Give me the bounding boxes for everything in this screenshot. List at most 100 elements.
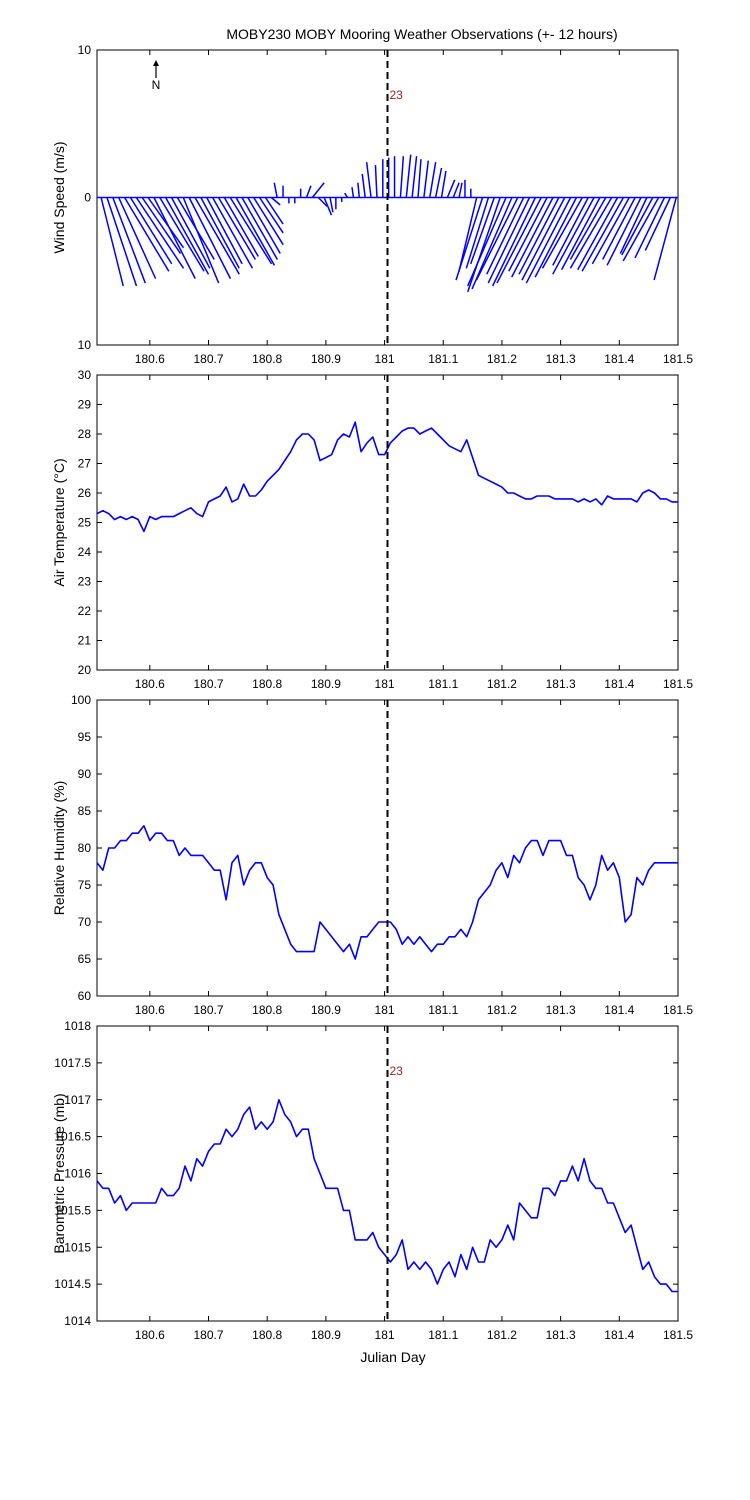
wind-vector: [123, 197, 170, 272]
wind-vector: [270, 196, 281, 206]
y-tick-label: 21: [78, 634, 92, 648]
wind-vector: [552, 197, 589, 266]
x-tick-label: 181.4: [604, 677, 634, 691]
wind-vector: [581, 197, 625, 272]
wind-vector: [622, 197, 660, 262]
x-tick-label: 181.2: [487, 677, 517, 691]
wind-vector: [591, 197, 630, 265]
y-tick-label: 75: [78, 878, 92, 892]
wind-vector: [471, 197, 513, 290]
wind-vector: [217, 197, 257, 260]
chart-panel-4: 180.6 180.7 180.8 180.9 181 181.1 181.2 181.3 18…: [51, 1019, 693, 1342]
wind-vector: [273, 182, 278, 198]
wind-vector: [619, 197, 648, 254]
wind-vector: [106, 197, 138, 287]
y-tick-label: 24: [78, 545, 92, 559]
y-tick-label: 60: [78, 989, 92, 1003]
wind-vector: [518, 197, 560, 275]
x-tick-label: 181.2: [487, 1328, 517, 1342]
wind-vector: [511, 197, 554, 278]
y-tick-label: 27: [78, 457, 92, 471]
wind-vector: [311, 182, 325, 198]
wind-vector: [159, 197, 205, 272]
chart-panel-3: 180.6 180.7 180.8 180.9 181 181.1 181.2 181.3 18…: [51, 693, 693, 1017]
x-tick-label: 180.9: [311, 1328, 341, 1342]
series-line: [96, 421, 678, 533]
wind-vector: [446, 179, 456, 198]
y-tick-label: 25: [78, 516, 92, 530]
x-tick-label: 180.6: [135, 677, 165, 691]
x-tick-label: 181.5: [663, 1003, 693, 1017]
wind-vector: [194, 197, 240, 275]
wind-vector: [411, 156, 418, 198]
wind-vector: [241, 197, 279, 260]
y-tick-label: 1015: [64, 1240, 91, 1254]
x-tick-label: 181.3: [546, 352, 576, 366]
wind-vector: [525, 197, 572, 284]
x-tick-label: 181.4: [604, 352, 634, 366]
x-tick-label: 181.1: [428, 1328, 458, 1342]
x-tick-label: 181.5: [663, 1328, 693, 1342]
y-tick-label: 22: [78, 604, 92, 618]
wind-vector: [644, 197, 672, 251]
y-tick-label: 1018: [64, 1019, 91, 1033]
wind-vector: [258, 197, 284, 234]
y-tick-label: 80: [78, 841, 92, 855]
y-tick-label: 1017.5: [54, 1056, 91, 1070]
x-tick-label: 180.9: [311, 1003, 341, 1017]
x-tick-label: 181.3: [546, 677, 576, 691]
wind-vector: [264, 197, 284, 225]
x-tick-label: 181.1: [428, 1003, 458, 1017]
x-tick-label: 181: [375, 352, 395, 366]
x-tick-label: 180.8: [252, 1328, 282, 1342]
wind-vector: [357, 182, 361, 198]
wind-vector: [211, 197, 254, 269]
x-tick-label: 180.8: [252, 352, 282, 366]
wind-vector: [491, 197, 537, 287]
y-axis-label: Air Temperature (°C): [51, 458, 67, 586]
chart-panel-1: 180.6 180.7 180.8 180.9 181 181.1 181.2 181.3 18…: [51, 43, 693, 366]
y-tick-label: 1014.5: [54, 1277, 91, 1291]
x-tick-label: 181.5: [663, 352, 693, 366]
wind-vector: [206, 197, 243, 265]
wind-vector: [455, 197, 484, 281]
x-tick-label: 180.7: [193, 1328, 223, 1342]
wind-vector: [467, 197, 501, 293]
wind-vector: [247, 197, 281, 254]
wind-vector: [465, 197, 490, 269]
wind-vector: [141, 197, 182, 254]
y-tick-label: 1017: [64, 1093, 91, 1107]
wind-vector: [112, 197, 146, 284]
wind-vector: [423, 160, 430, 198]
wind-vector: [470, 197, 496, 265]
wind-vector: [351, 187, 355, 198]
wind-vector: [118, 197, 157, 279]
x-tick-label: 180.9: [311, 677, 341, 691]
y-tick-label: 26: [78, 486, 92, 500]
y-tick-label: 29: [78, 398, 92, 412]
x-tick-label: 181.4: [604, 1003, 634, 1017]
y-tick-label: 28: [78, 427, 92, 441]
wind-vector: [560, 197, 601, 271]
wind-vector: [235, 197, 276, 266]
x-tick-label: 181: [375, 1003, 395, 1017]
wind-vector: [467, 197, 507, 287]
x-axis-label: Julian Day: [360, 1349, 425, 1365]
wind-vector: [429, 161, 437, 198]
wind-vector: [305, 185, 312, 198]
x-tick-label: 180.7: [193, 1003, 223, 1017]
chart-panel-2: 180.6 180.7 180.8 180.9 181 181.1 181.2 181.3 18…: [51, 368, 693, 691]
x-tick-label: 180.6: [135, 1003, 165, 1017]
x-tick-label: 181.3: [546, 1003, 576, 1017]
y-tick-label: 1015.5: [54, 1203, 91, 1217]
y-tick-label: 30: [78, 368, 92, 382]
wind-vector: [602, 197, 636, 260]
x-tick-label: 181.5: [663, 677, 693, 691]
wind-vector: [200, 197, 240, 269]
wind-vector: [417, 159, 422, 198]
wind-vector: [374, 165, 378, 198]
x-tick-label: 181: [375, 1328, 395, 1342]
wind-vector: [475, 197, 519, 281]
x-tick-label: 181.2: [487, 1003, 517, 1017]
